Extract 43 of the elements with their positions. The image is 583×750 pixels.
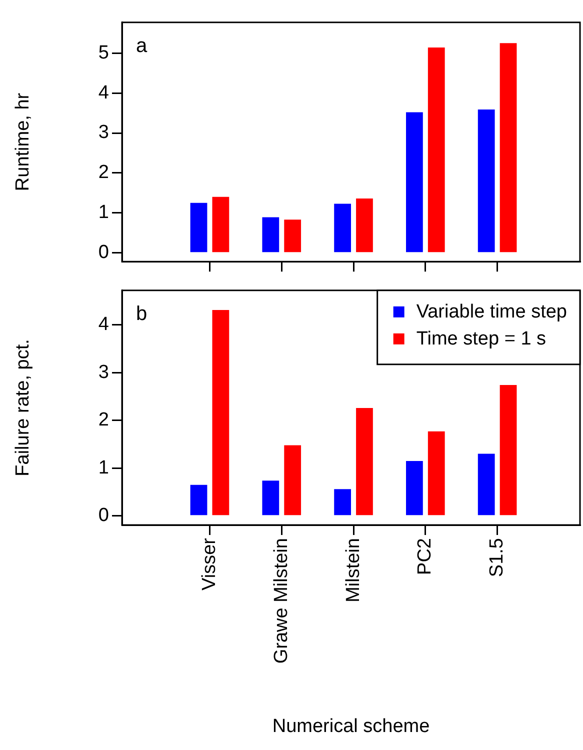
- bar: [428, 431, 445, 516]
- y-tick-label: 0: [98, 242, 109, 264]
- legend-label: Time step = 1 s: [416, 328, 546, 350]
- x-tick-label: PC2: [414, 538, 436, 575]
- bar: [212, 310, 230, 516]
- y-tick-label: 2: [98, 410, 109, 431]
- bar: [190, 484, 208, 516]
- y-tick-label: 4: [98, 314, 110, 336]
- bar: [212, 196, 230, 252]
- bar: [284, 220, 302, 252]
- bar: [406, 112, 423, 252]
- y-tick-label: 1: [98, 457, 109, 478]
- annotation: a: [136, 34, 148, 57]
- bar: [284, 445, 302, 516]
- bar: [406, 460, 423, 516]
- y-tick-label: 3: [98, 122, 109, 144]
- y-tick-label: 4: [98, 82, 110, 104]
- y-axis-title: Runtime, hr: [12, 92, 34, 192]
- bar: [500, 43, 517, 252]
- bar: [500, 385, 517, 516]
- y-tick-label: 0: [98, 505, 109, 526]
- bar: [356, 198, 373, 252]
- x-tick-label: Visser: [198, 537, 220, 590]
- x-axis-title: Numerical scheme: [272, 716, 430, 737]
- y-axis-title: Failure rate, pct.: [12, 339, 34, 476]
- bar: [334, 489, 351, 516]
- annotation: b: [136, 302, 148, 325]
- bar: [190, 202, 208, 252]
- x-tick-label: Milstein: [342, 538, 364, 602]
- y-tick-label: 3: [98, 362, 109, 383]
- x-tick-label: S1.5: [486, 538, 508, 578]
- legend-label: Variable time step: [416, 302, 568, 323]
- bar: [262, 480, 280, 516]
- bar: [478, 109, 495, 252]
- y-tick-label: 5: [98, 42, 109, 64]
- bar: [334, 204, 351, 252]
- bar: [262, 217, 280, 252]
- y-tick-label: 2: [98, 162, 109, 184]
- bar: [356, 408, 373, 516]
- x-tick-label: Grawe Milstein: [270, 538, 292, 664]
- bar: [478, 454, 495, 516]
- bar: [428, 48, 445, 252]
- y-tick-label: 1: [98, 202, 109, 224]
